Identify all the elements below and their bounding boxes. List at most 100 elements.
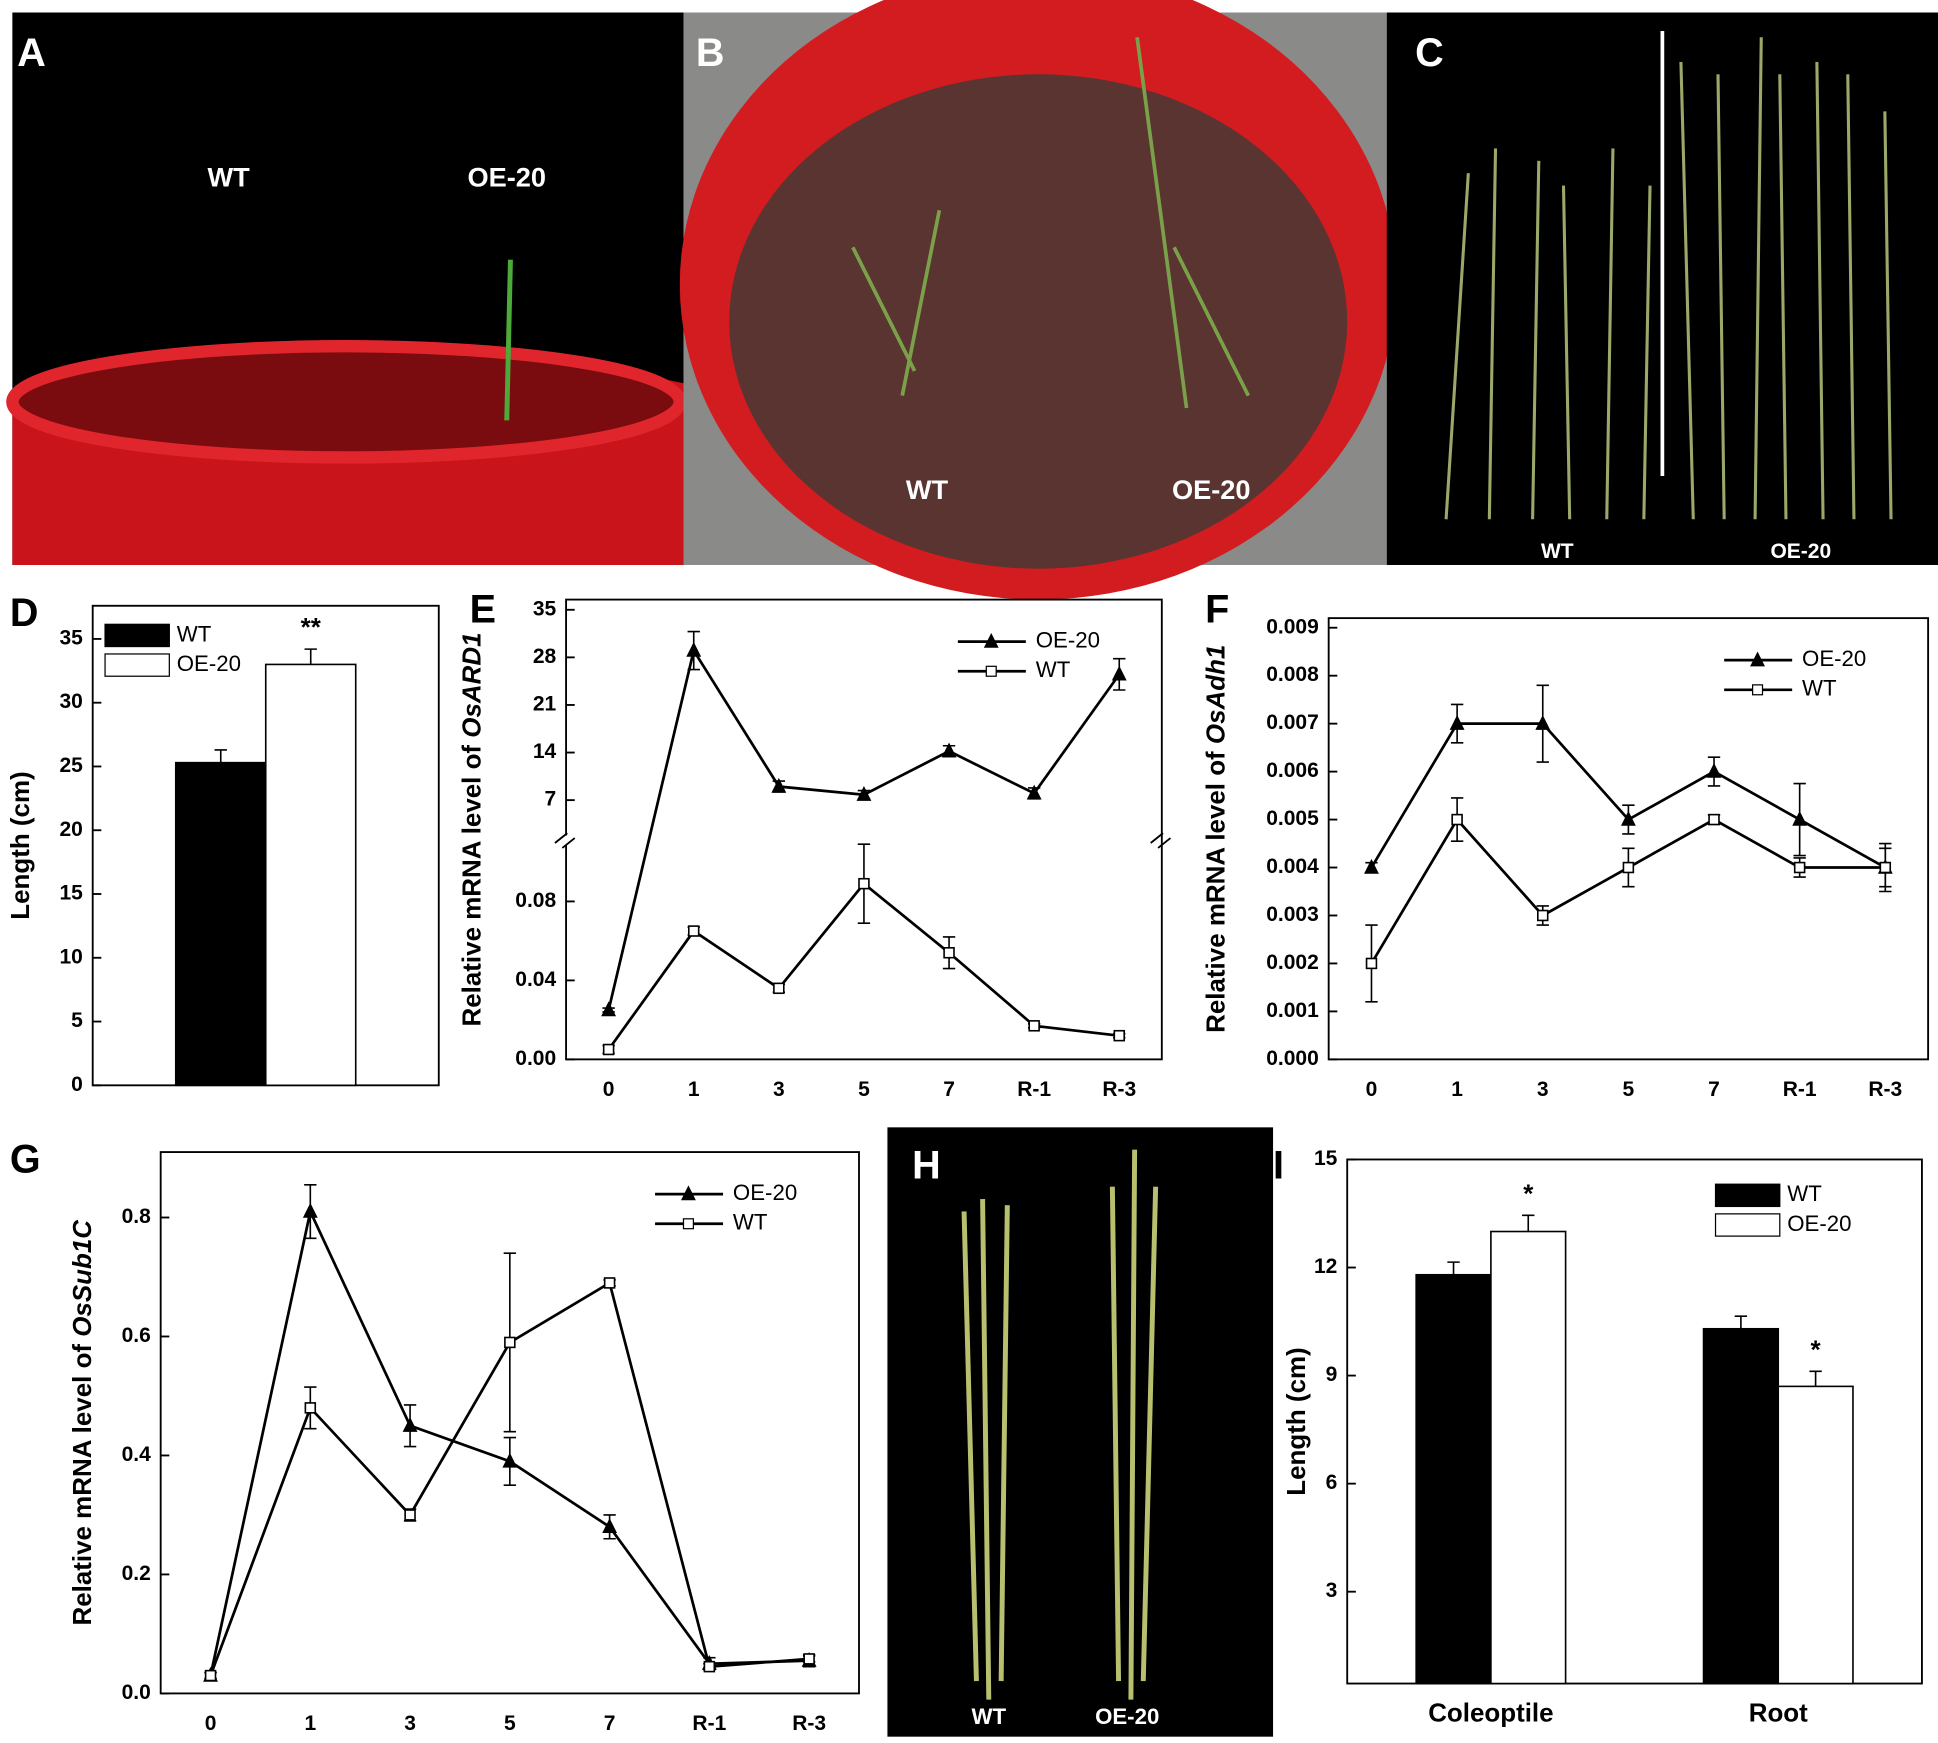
panel-letter: G [10, 1137, 41, 1181]
photo-label: OE-20 [1095, 1704, 1159, 1729]
x-tick-label: R-3 [792, 1712, 826, 1735]
x-tick-label: 0 [1366, 1078, 1378, 1101]
photo-label: WT [971, 1704, 1006, 1729]
marker [1113, 1029, 1126, 1042]
marker [603, 1277, 616, 1289]
legend-label: WT [1036, 657, 1071, 682]
marker [773, 982, 785, 995]
marker [858, 877, 870, 890]
y-tick-label: 15 [59, 882, 83, 905]
bar [174, 761, 267, 1087]
y-tick-label: 0.001 [1266, 999, 1319, 1022]
marker [601, 1001, 617, 1017]
plot-frame [565, 598, 1163, 1061]
error-bar [304, 648, 317, 665]
marker [943, 947, 955, 959]
marker [771, 777, 787, 793]
axis-break-mark [554, 832, 1172, 849]
marker [1111, 665, 1127, 681]
x-tick-label: R-1 [1017, 1078, 1051, 1101]
photo-c: C WT OE-20 [1386, 12, 1938, 565]
y-tick-label: 0.006 [1266, 759, 1319, 782]
bar [1702, 1327, 1780, 1685]
x-tick-label: 0 [603, 1078, 615, 1101]
bar [1777, 1385, 1854, 1685]
legend-marker [1750, 651, 1765, 667]
y-tick-label: 5 [71, 1009, 83, 1032]
y-tick-label: 28 [533, 645, 557, 668]
panel-letter: A [17, 31, 46, 75]
y-tick-label: 0.00 [515, 1047, 556, 1070]
error-bar [1734, 1315, 1748, 1329]
y-tick-label: 30 [59, 690, 82, 713]
y-axis-label-gene: OsAdh1 [1202, 645, 1230, 744]
x-tick-label: 1 [304, 1712, 316, 1735]
photo-label: OE-20 [1172, 474, 1251, 505]
panel-letter: E [470, 587, 496, 631]
plot-frame [1346, 1158, 1923, 1685]
marker [1706, 762, 1722, 778]
water [729, 74, 1348, 569]
x-tick-label: 7 [943, 1078, 955, 1101]
y-tick-label: 15 [1314, 1147, 1338, 1170]
marker [687, 925, 700, 937]
y-tick-label: 7 [544, 788, 556, 811]
marker [803, 1653, 815, 1665]
plot-frame [1327, 617, 1930, 1061]
legend-marker [985, 665, 997, 677]
y-tick-label: 21 [533, 693, 557, 716]
y-tick-label: 0.0 [122, 1681, 151, 1704]
legend-label: OE-20 [1787, 1211, 1851, 1236]
marker [1449, 714, 1465, 730]
y-tick-label: 0.009 [1266, 615, 1319, 638]
error-bar [1809, 1370, 1822, 1387]
marker [703, 1660, 716, 1673]
y-tick-label: 25 [59, 754, 83, 777]
marker [502, 1452, 518, 1468]
legend-marker [682, 1218, 694, 1230]
significance: * [1523, 1180, 1534, 1208]
plot-frame [159, 1151, 860, 1695]
y-tick-label: 0.2 [122, 1562, 151, 1585]
y-tick-label: 0.002 [1266, 951, 1319, 974]
marker [204, 1669, 217, 1682]
marker [1028, 1020, 1040, 1032]
y-tick-label: 0.04 [515, 968, 556, 991]
marker [404, 1509, 416, 1521]
legend-label: OE-20 [177, 651, 241, 676]
legend-label: WT [177, 621, 212, 646]
legend-marker [1751, 684, 1764, 696]
error-bar [1447, 1261, 1460, 1275]
y-tick-label: 0.8 [122, 1205, 152, 1228]
x-tick-label: R-3 [1868, 1078, 1902, 1101]
x-tick-label: 5 [858, 1078, 870, 1101]
y-axis-label-text: Relative mRNA level of [458, 738, 486, 1027]
marker [304, 1402, 317, 1414]
y-tick-label: 10 [59, 945, 82, 968]
y-tick-label: 0.4 [122, 1443, 152, 1466]
y-tick-label: 0.6 [122, 1324, 151, 1347]
plant [851, 36, 1250, 409]
marker [602, 1518, 618, 1534]
y-tick-label: 35 [59, 626, 83, 649]
marker [1620, 810, 1636, 826]
legend-label: WT [1787, 1181, 1822, 1206]
marker [402, 1417, 418, 1432]
y-axis-label-gene: OsSub1C [69, 1219, 97, 1337]
bar [1490, 1230, 1567, 1685]
x-tick-label: R-1 [1783, 1078, 1817, 1101]
y-tick-label: 35 [533, 597, 557, 620]
photo-background [887, 1127, 1274, 1737]
marker [602, 1043, 615, 1056]
photo-label: OE-20 [1770, 540, 1831, 563]
y-tick-label: 0 [71, 1073, 83, 1096]
y-axis-label-text: Length (cm) [7, 771, 35, 919]
panel-letter: B [696, 31, 725, 75]
marker [302, 1202, 318, 1218]
marker [686, 641, 702, 657]
y-axis-label-text: Length (cm) [1283, 1347, 1311, 1495]
bucket-rim [6, 340, 686, 464]
y-axis-label: Relative mRNA level of OsAdh1 [1202, 645, 1230, 1033]
bar [1415, 1273, 1492, 1685]
photo-label: WT [208, 162, 251, 193]
